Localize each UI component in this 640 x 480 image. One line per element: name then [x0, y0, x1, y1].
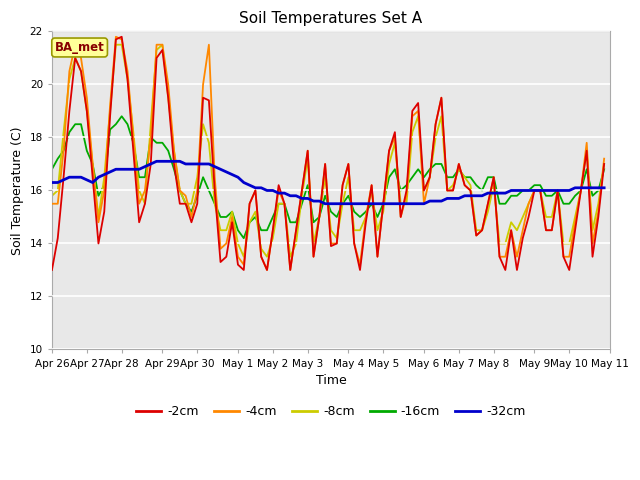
Y-axis label: Soil Temperature (C): Soil Temperature (C) — [11, 126, 24, 255]
Text: BA_met: BA_met — [55, 41, 104, 54]
Legend: -2cm, -4cm, -8cm, -16cm, -32cm: -2cm, -4cm, -8cm, -16cm, -32cm — [131, 400, 531, 423]
Title: Soil Temperatures Set A: Soil Temperatures Set A — [239, 11, 422, 26]
X-axis label: Time: Time — [316, 374, 346, 387]
